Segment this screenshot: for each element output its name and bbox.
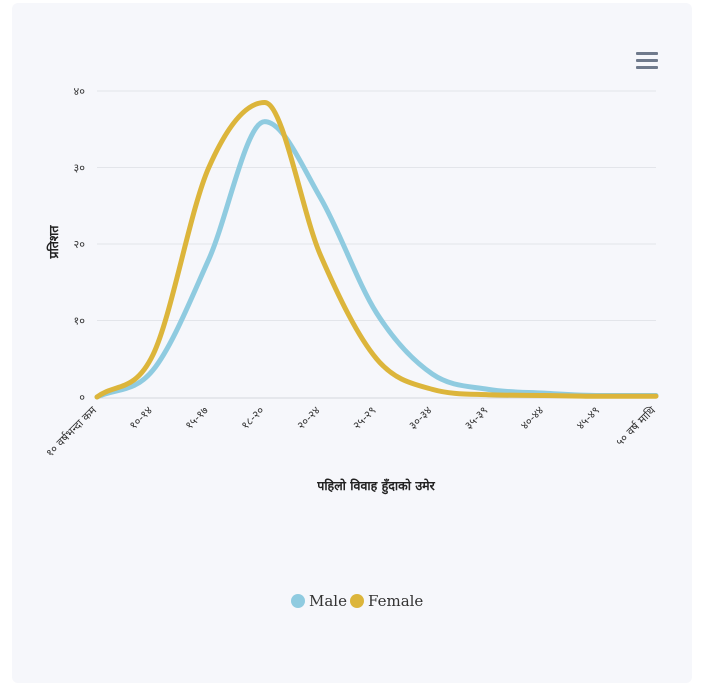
x-tick-label: ४०-४४ xyxy=(518,404,546,432)
x-tick-label: ३५-३९ xyxy=(462,404,490,432)
x-tick-label: २५-२९ xyxy=(350,404,378,432)
x-tick-label: ४५-४९ xyxy=(574,404,602,432)
y-tick-label: ० xyxy=(79,391,85,404)
y-tick-label: १० xyxy=(74,315,86,328)
grid-lines xyxy=(97,90,656,321)
y-tick-label: ४० xyxy=(74,85,86,98)
chart-card xyxy=(12,3,692,683)
y-tick-label: ३० xyxy=(74,162,86,175)
legend-item-female[interactable]: Female xyxy=(350,592,423,610)
series-line-female[interactable] xyxy=(94,99,659,400)
legend-label: Female xyxy=(368,592,423,610)
y-axis-title: प्रतिशत xyxy=(46,225,61,260)
legend: Male Female xyxy=(291,592,423,610)
hamburger-menu-icon[interactable] xyxy=(636,52,658,72)
x-tick-label: १० वर्षभन्दा कम xyxy=(43,404,99,460)
x-tick-label: १०-१४ xyxy=(127,404,155,432)
legend-marker xyxy=(350,594,364,608)
y-axis-ticks: ० १० २० ३० ४० xyxy=(74,85,86,404)
legend-item-male[interactable]: Male xyxy=(291,592,347,610)
x-tick-label: ३०-३४ xyxy=(406,404,434,432)
x-tick-label: १५-१७ xyxy=(183,404,211,432)
x-tick-label: २०-२४ xyxy=(295,404,323,432)
x-tick-label: ५० वर्ष माथि xyxy=(613,403,658,448)
x-tick-label: १८-२० xyxy=(239,404,267,432)
legend-label: Male xyxy=(309,592,347,610)
x-axis-title: पहिलो विवाह हुँदाको उमेर xyxy=(316,478,435,495)
y-tick-label: २० xyxy=(74,238,86,251)
x-axis-ticks: १० वर्षभन्दा कम १०-१४ १५-१७ १८-२० २०-२४ २५-२९… xyxy=(43,403,658,459)
series-layer xyxy=(94,99,659,400)
legend-marker xyxy=(291,594,305,608)
